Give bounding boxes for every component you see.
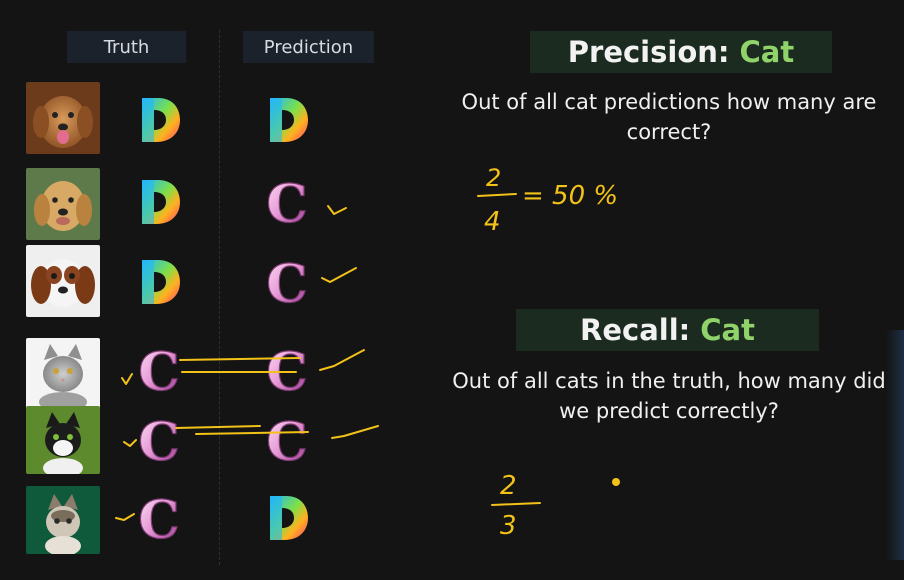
precision-denominator: 4 <box>484 207 501 237</box>
precision-class: Cat <box>739 35 795 69</box>
precision-fraction-bar <box>477 193 517 197</box>
cat-photo-2 <box>26 406 100 474</box>
tick-mark <box>115 513 135 521</box>
truth-class-icon-cat: C <box>134 411 184 473</box>
prediction-class-icon-cat: C <box>262 411 312 473</box>
svg-text:C: C <box>138 490 179 551</box>
precision-numerator: 2 <box>486 164 501 192</box>
recall-label: Recall: <box>580 313 691 347</box>
prediction-header: Prediction <box>243 31 374 63</box>
truth-header: Truth <box>67 31 186 63</box>
recall-numerator: 2 <box>500 471 517 501</box>
svg-text:C: C <box>138 342 179 403</box>
truth-class-icon-cat: C <box>134 341 184 403</box>
prediction-class-icon-dog <box>262 92 312 148</box>
precision-title: Precision: Cat <box>530 31 832 73</box>
edge-glow <box>886 330 904 560</box>
dog-photo-3 <box>26 245 100 317</box>
svg-text:C: C <box>266 412 307 473</box>
precision-label: Precision: <box>567 35 730 69</box>
truth-class-icon-dog <box>134 254 184 310</box>
prediction-class-icon-dog <box>262 490 312 546</box>
check-mark <box>321 267 357 283</box>
check-mark <box>331 425 379 439</box>
column-divider <box>219 30 220 565</box>
recall-fraction-bar <box>491 502 541 506</box>
ink-dot <box>612 478 620 486</box>
svg-text:C: C <box>266 254 307 315</box>
precision-question: Out of all cat predictions how many are … <box>461 90 877 144</box>
dog-photo-1 <box>26 82 100 154</box>
svg-text:C: C <box>266 342 307 403</box>
truth-class-icon-cat: C <box>134 489 184 551</box>
check-mark <box>327 205 347 215</box>
tick-mark <box>121 373 133 385</box>
recall-question: Out of all cats in the truth, how many d… <box>452 369 886 423</box>
prediction-class-icon-cat: C <box>262 253 312 315</box>
recall-title: Recall: Cat <box>516 309 819 351</box>
svg-text:C: C <box>266 174 307 235</box>
cat-photo-1 <box>26 338 100 410</box>
dog-photo-2 <box>26 168 100 240</box>
check-mark <box>319 349 365 371</box>
prediction-class-icon-cat: C <box>262 341 312 403</box>
truth-class-icon-dog <box>134 174 184 230</box>
link-line <box>175 425 261 429</box>
recall-class: Cat <box>700 313 755 347</box>
truth-class-icon-dog <box>134 92 184 148</box>
cat-photo-3 <box>26 486 100 554</box>
precision-result: = 50 % <box>522 181 618 211</box>
svg-text:C: C <box>138 412 179 473</box>
recall-denominator: 3 <box>500 511 517 541</box>
prediction-class-icon-cat: C <box>262 173 312 235</box>
